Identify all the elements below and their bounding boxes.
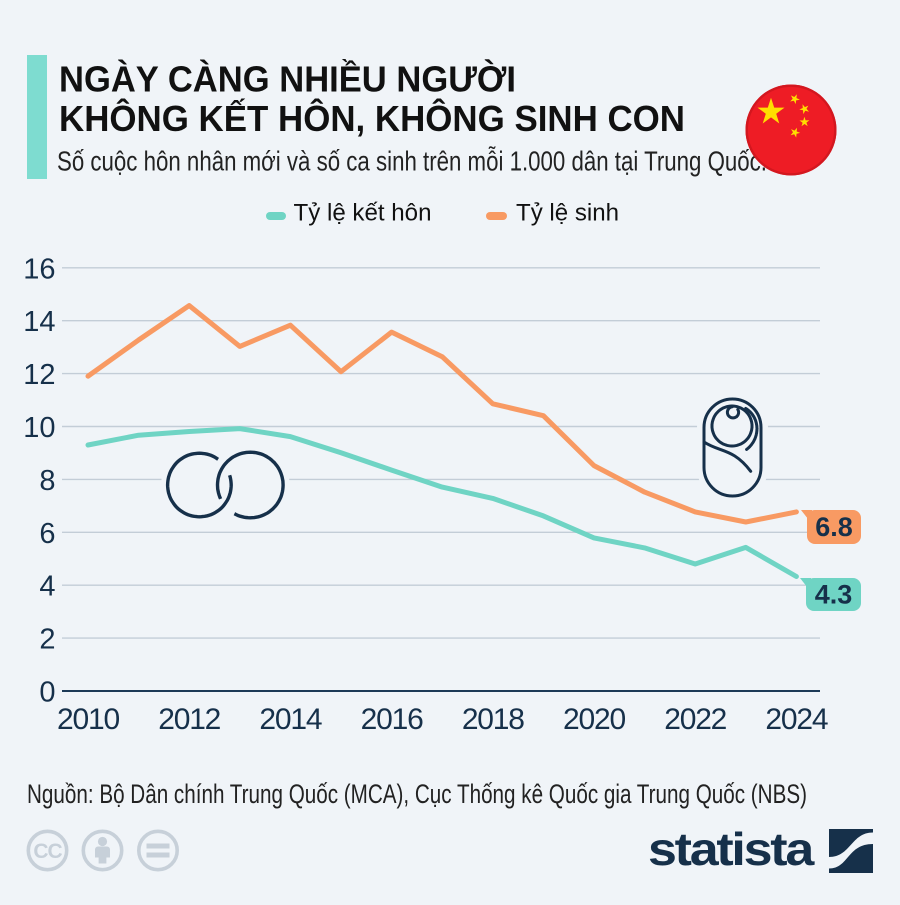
svg-text:6.8: 6.8 bbox=[815, 512, 853, 542]
svg-text:2: 2 bbox=[39, 624, 55, 656]
svg-text:16: 16 bbox=[23, 253, 55, 285]
svg-text:statista: statista bbox=[648, 823, 815, 875]
svg-text:2014: 2014 bbox=[259, 703, 321, 736]
svg-text:NGÀY CÀNG NHIỀU NGƯỜI: NGÀY CÀNG NHIỀU NGƯỜI bbox=[59, 58, 516, 100]
svg-text:4.3: 4.3 bbox=[815, 580, 853, 610]
svg-text:2010: 2010 bbox=[57, 703, 119, 736]
svg-text:KHÔNG KẾT HÔN, KHÔNG SINH CON: KHÔNG KẾT HÔN, KHÔNG SINH CON bbox=[59, 97, 685, 139]
svg-text:8: 8 bbox=[39, 465, 55, 497]
svg-text:2018: 2018 bbox=[462, 703, 524, 736]
svg-text:10: 10 bbox=[23, 412, 55, 444]
svg-text:Tỷ lệ kết hôn: Tỷ lệ kết hôn bbox=[294, 200, 432, 227]
svg-text:2020: 2020 bbox=[563, 703, 625, 736]
svg-text:2022: 2022 bbox=[664, 703, 726, 736]
svg-text:2024: 2024 bbox=[765, 703, 827, 736]
svg-text:12: 12 bbox=[23, 359, 55, 391]
svg-text:4: 4 bbox=[39, 571, 55, 603]
svg-text:6: 6 bbox=[39, 518, 55, 550]
svg-text:Số cuộc hôn nhân mới và số ca: Số cuộc hôn nhân mới và số ca sinh trên … bbox=[57, 146, 767, 177]
svg-text:2016: 2016 bbox=[361, 703, 423, 736]
svg-text:0: 0 bbox=[39, 677, 55, 709]
svg-text:2012: 2012 bbox=[158, 703, 220, 736]
svg-text:Tỷ lệ sinh: Tỷ lệ sinh bbox=[516, 200, 619, 227]
svg-text:14: 14 bbox=[23, 306, 55, 338]
svg-text:CC: CC bbox=[33, 840, 62, 863]
svg-text:Nguồn: Bộ Dân chính Trung Quốc: Nguồn: Bộ Dân chính Trung Quốc (MCA), Cụ… bbox=[27, 779, 807, 809]
